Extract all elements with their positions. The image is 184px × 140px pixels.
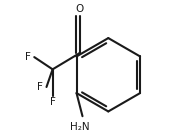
Text: F: F <box>25 52 31 62</box>
Text: F: F <box>50 97 56 107</box>
Text: H₂N: H₂N <box>70 122 90 132</box>
Text: O: O <box>76 4 84 14</box>
Text: F: F <box>37 82 43 92</box>
